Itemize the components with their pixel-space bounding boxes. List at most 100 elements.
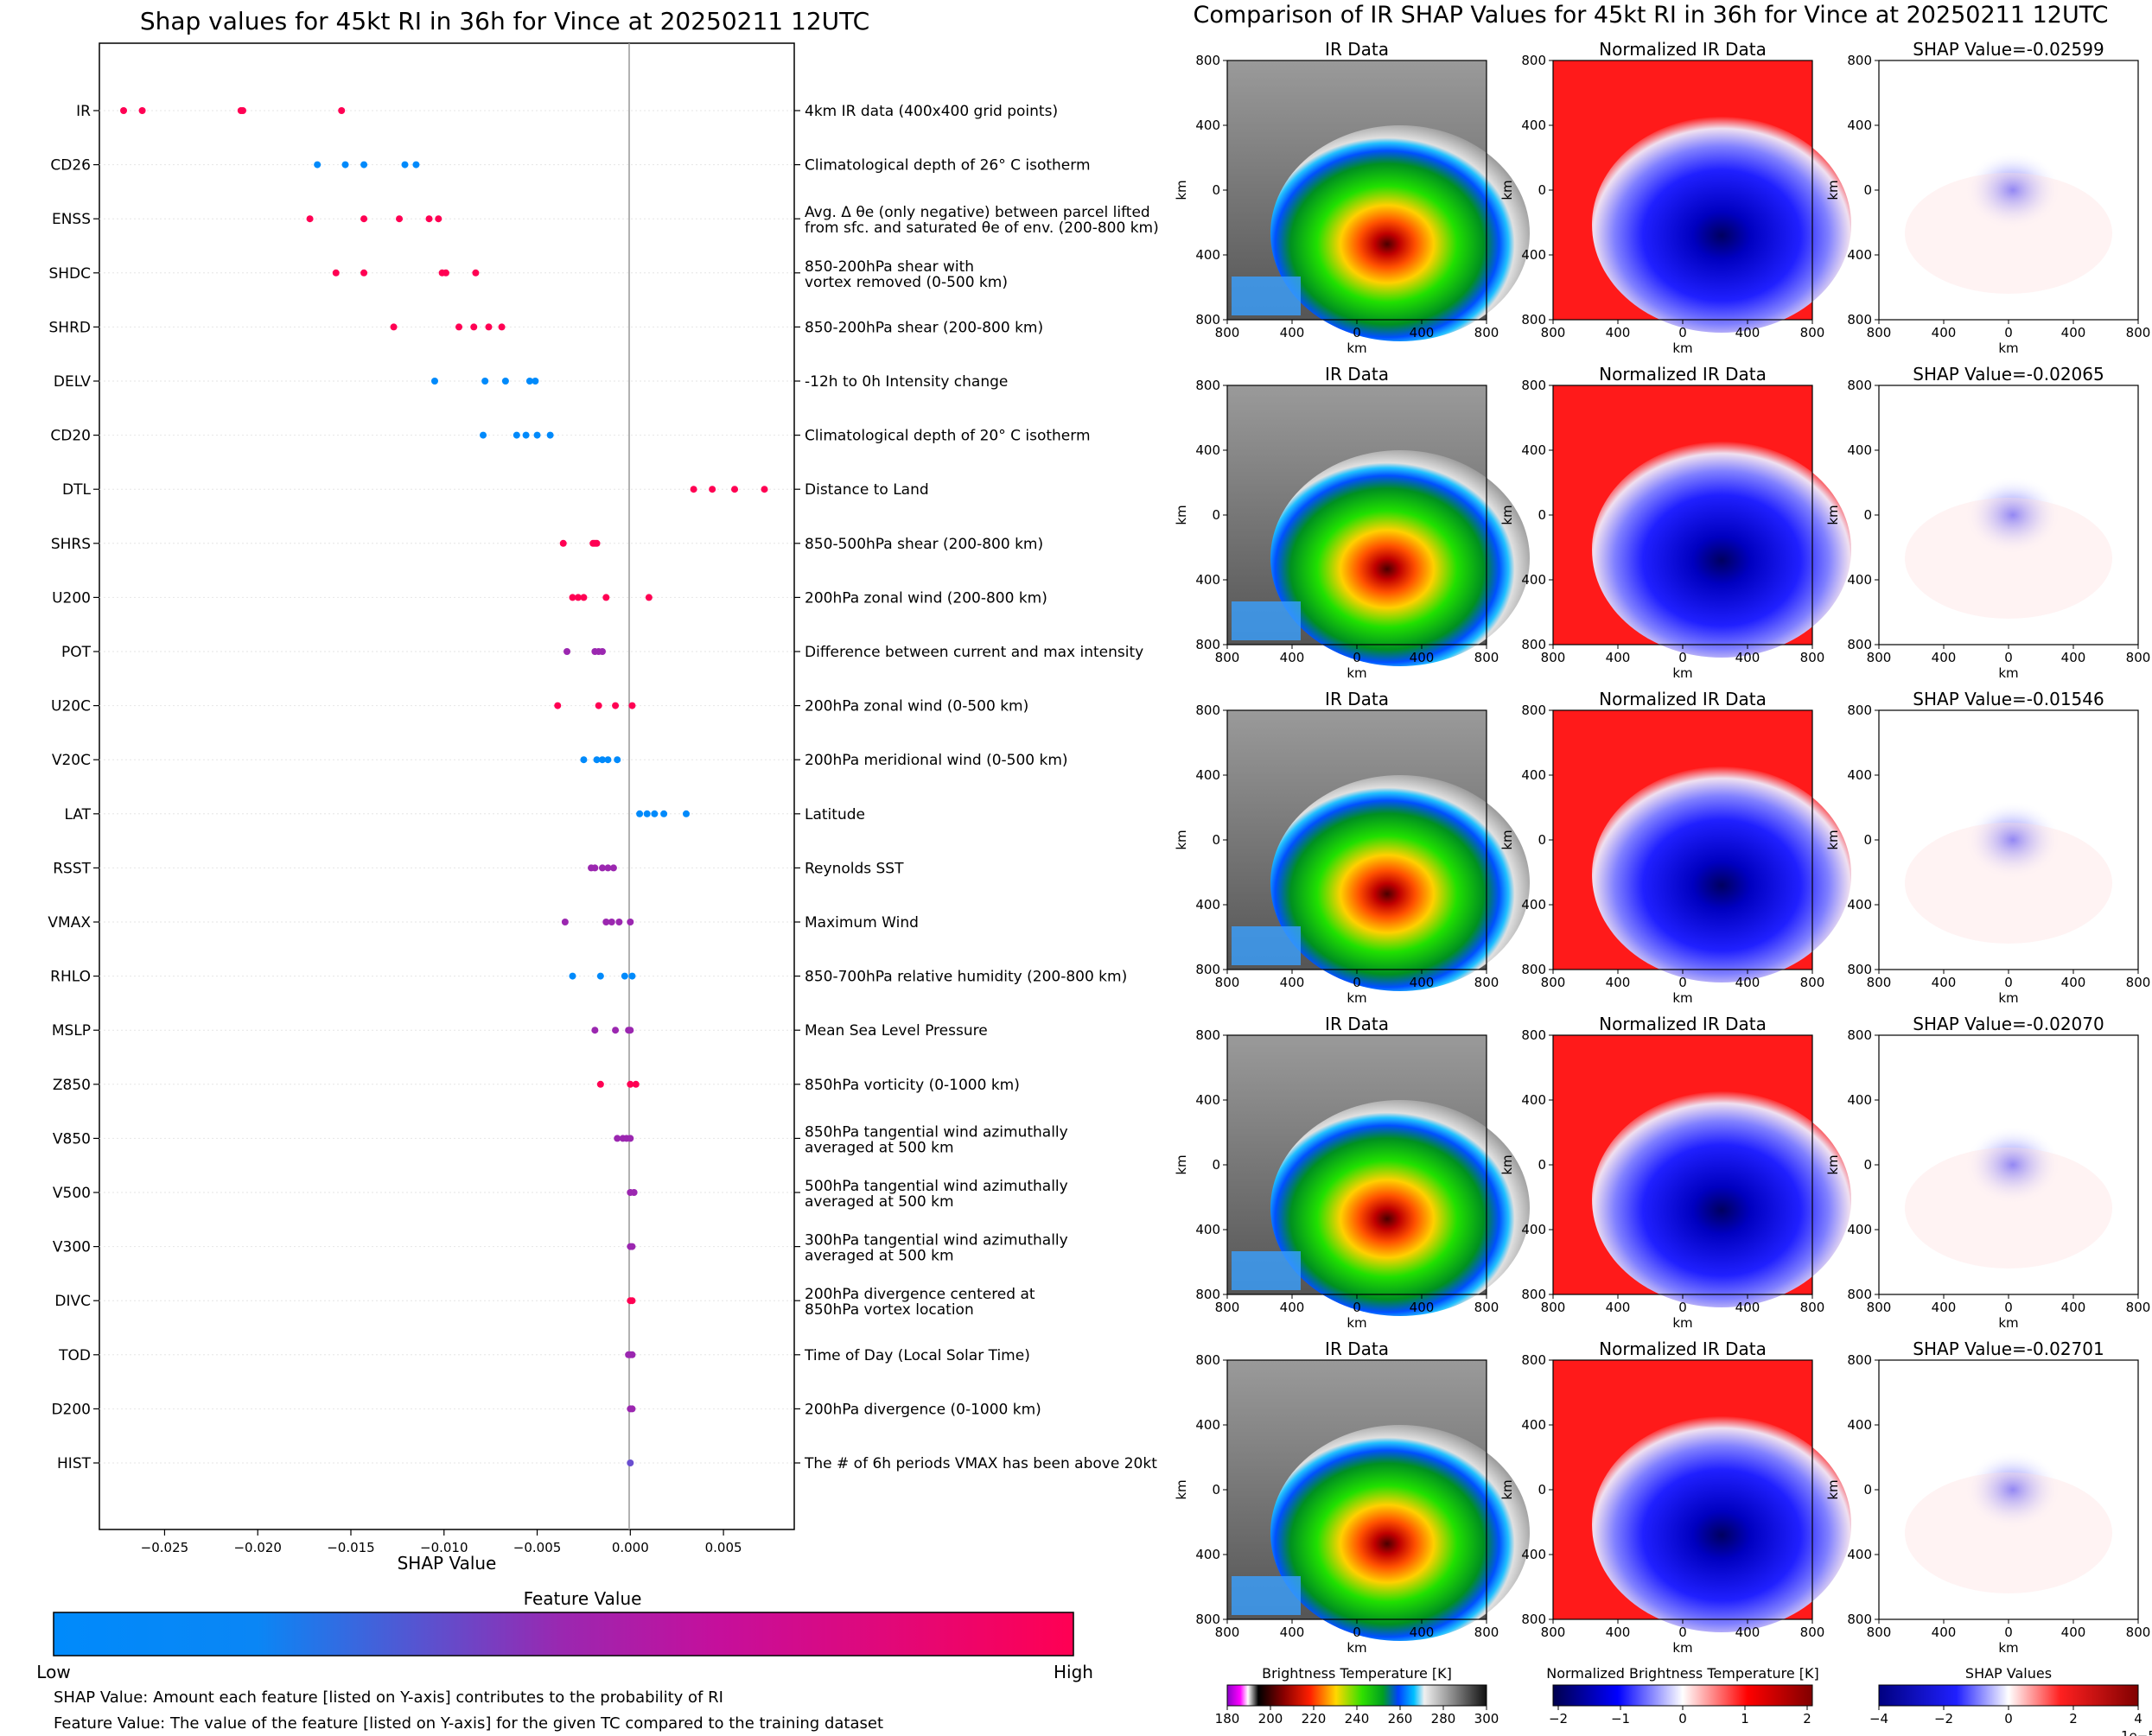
y-tick-label: 400 [1847,247,1872,263]
feature-label: VMAX [48,914,91,932]
left-chart-title: Shap values for 45kt RI in 36h for Vince… [140,7,869,35]
x-axis-label: km [1672,340,1692,356]
shap-dot [614,756,621,764]
y-axis-label: km [1825,830,1841,849]
x-tick-label: 800 [2126,650,2151,665]
y-tick-label: 0 [1538,1482,1546,1498]
feature-description: -12h to 0h Intensity change [805,373,1008,391]
normalized-storm [1592,766,1851,982]
ir-storm [1270,1425,1530,1641]
shap-dot [628,702,636,709]
x-tick-label: 800 [1541,325,1566,340]
shap-dot [630,1189,638,1196]
x-tick-label: 800 [1800,650,1825,665]
y-tick-label: 400 [1195,1547,1220,1562]
x-tick-label: 800 [1541,975,1566,990]
feature-description: Time of Day (Local Solar Time) [804,1347,1030,1364]
feature-description: 500hPa tangential wind azimuthally [805,1178,1068,1195]
y-axis-label: km [1174,505,1189,525]
shap-dot [632,1080,640,1088]
shap-dot [338,107,346,114]
shap-dot [628,1243,636,1250]
x-tick-label: 400 [1280,1300,1305,1315]
normalized-storm [1592,117,1851,333]
y-tick-label: 0 [1212,1157,1220,1173]
y-axis-label: km [1825,1154,1841,1174]
shap-dot [480,431,487,439]
feature-description: Maximum Wind [805,914,919,932]
feature-label: D200 [51,1401,91,1418]
feature-description: Difference between current and max inten… [805,644,1143,661]
x-tick-label: 400 [1280,1625,1305,1640]
ir-cloud-patch [1232,601,1301,640]
y-tick-label: 400 [1521,572,1546,588]
y-tick-label: 400 [1847,1547,1872,1562]
shap-dot [627,1459,634,1466]
shap-value-title: SHAP Value=-0.02070 [1913,1014,2104,1034]
feature-description: Distance to Land [805,481,929,499]
y-axis-label: km [1825,180,1841,200]
y-tick-label: 400 [1847,118,1872,133]
y-axis-label: km [1499,505,1515,525]
panel-title: IR Data [1325,39,1389,60]
x-tick-label: 800 [1215,650,1240,665]
x-tick-label: −0.025 [141,1540,189,1555]
y-tick-label: 800 [1195,312,1220,327]
feature-label: DELV [54,373,91,391]
note-feature-value: Feature Value: The value of the feature … [54,1714,883,1733]
x-tick-label: 400 [1280,975,1305,990]
shap-dot [569,594,576,601]
ir-storm [1270,125,1530,341]
feature-label: V20C [52,752,91,769]
feature-label: V850 [53,1130,91,1148]
x-tick-label: 400 [1410,650,1435,665]
shap-blob [1965,801,2060,879]
colorbar-tick-label: 220 [1302,1711,1327,1726]
x-axis-label: km [1998,990,2018,1006]
x-tick-label: 800 [2126,1625,2151,1640]
y-tick-label: 400 [1195,1222,1220,1237]
colorbar-tick-label: 4 [2134,1711,2142,1726]
y-axis-label: km [1174,830,1189,849]
y-tick-label: 0 [1212,182,1220,198]
x-tick-label: 400 [1410,975,1435,990]
shap-dot [314,161,322,169]
y-tick-label: 800 [1847,703,1872,718]
x-tick-label: −0.005 [513,1540,562,1555]
shap-dot [598,756,606,764]
x-axis-label: km [1347,1315,1366,1331]
shap-dot [709,486,716,493]
shap-blob [1965,151,2060,229]
x-tick-label: 400 [1735,975,1760,990]
feature-description: vortex removed (0-500 km) [805,274,1008,291]
panel-title: Normalized IR Data [1599,364,1767,385]
y-axis-label: km [1499,180,1515,200]
shap-dot [341,161,349,169]
shap-dot [591,864,599,872]
feature-description: 200hPa meridional wind (0-500 km) [805,752,1068,769]
feature-label: IR [76,103,91,120]
feature-description: 850hPa tangential wind azimuthally [805,1123,1068,1141]
feature-description: Mean Sea Level Pressure [805,1022,988,1040]
shap-dot [596,1080,604,1088]
shap-dot [608,919,615,925]
feature-label: HIST [57,1455,92,1472]
shap-dot [532,378,539,385]
x-tick-label: 400 [1932,1625,1957,1640]
shap-dot [485,323,493,331]
shap-map-panel: SHAP Value=-0.02065800800400400004004008… [1825,364,2150,681]
x-tick-label: 800 [1800,1300,1825,1315]
shap-dot [525,378,533,385]
x-tick-label: 0 [2004,1625,2013,1640]
feature-description: 850-200hPa shear (200-800 km) [805,319,1043,336]
feature-description: 850-700hPa relative humidity (200-800 km… [805,969,1127,986]
feature-label: CD26 [50,157,91,175]
y-tick-label: 0 [1863,1482,1872,1498]
feature-description: 850hPa vortex location [805,1301,974,1319]
x-tick-label: 0 [1678,1300,1687,1315]
x-tick-label: 0 [2004,1300,2013,1315]
x-tick-label: 400 [1410,1300,1435,1315]
shap-dot [604,864,612,872]
